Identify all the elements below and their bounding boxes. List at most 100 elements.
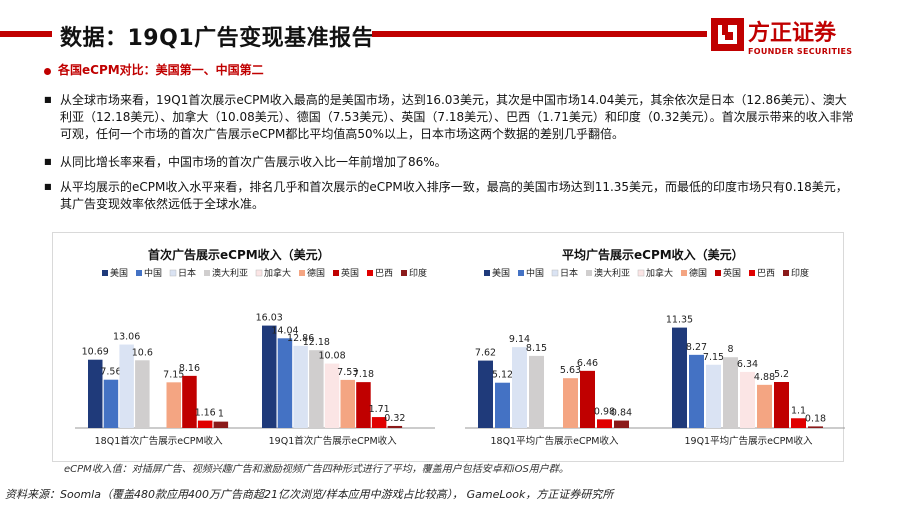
legend-swatch-1-6 bbox=[299, 270, 305, 276]
footnote: eCPM收入值：对插屏广告、视频兴趣广告和激励视频广告四种形式进行了平均，覆盖用… bbox=[64, 464, 569, 475]
bar-1-1-6 bbox=[166, 382, 181, 428]
legend-swatch-2-5 bbox=[637, 269, 645, 277]
legend-label-2-6: 德国 bbox=[689, 267, 707, 279]
bar-value-label-1-1-2: 7.56 bbox=[100, 367, 121, 378]
legend-swatch-1-7 bbox=[333, 270, 339, 276]
bar-2-2-6 bbox=[757, 384, 772, 428]
legend-label-2-7: 英国 bbox=[723, 267, 741, 279]
bar-value-label-2-1-4: 8.15 bbox=[526, 343, 547, 354]
bar-value-label-2-2-8: 1.1 bbox=[791, 405, 806, 416]
bar-2-1-7 bbox=[580, 370, 595, 428]
bar-1-1-4 bbox=[135, 360, 150, 428]
bar-value-label-1-2-2: 14.04 bbox=[271, 325, 298, 336]
bar-2-1-3 bbox=[512, 347, 527, 428]
bar-1-2-4 bbox=[309, 350, 324, 428]
bar-2-2-7 bbox=[774, 382, 789, 428]
legend-swatch-2-1 bbox=[484, 270, 490, 276]
source-note: 资料来源：Soomla（覆盖480款应用400万广告商超21亿次浏览/样本应用中… bbox=[5, 488, 614, 501]
bar-1-2-6 bbox=[340, 379, 355, 428]
legend-swatch-1-3 bbox=[169, 269, 177, 277]
bar-2-1-8 bbox=[597, 419, 612, 428]
chart-2-title: 平均广告展示eCPM收入（美元） bbox=[562, 248, 744, 262]
logo-text-en: FOUNDER SECURITIES bbox=[748, 47, 853, 56]
legend-swatch-1-2 bbox=[136, 270, 142, 276]
legend-swatch-2-8 bbox=[749, 270, 755, 276]
legend-label-2-1: 美国 bbox=[492, 267, 510, 279]
bar-2-2-4 bbox=[723, 357, 738, 428]
bar-value-label-1-1-3: 13.06 bbox=[113, 332, 140, 343]
paragraph-3: 从平均展示的eCPM收入水平来看，排名几乎和首次展示的eCPM收入排序一致，最高… bbox=[60, 180, 848, 211]
paragraph-1: 从全球市场来看，19Q1首次展示eCPM收入最高的是美国市场，达到16.03美元… bbox=[60, 93, 854, 141]
legend-label-2-9: 印度 bbox=[791, 267, 809, 279]
legend-swatch-2-6 bbox=[681, 270, 687, 276]
bar-value-label-1-1-1: 10.69 bbox=[82, 347, 109, 358]
legend-swatch-2-9 bbox=[783, 270, 789, 276]
square-bullet-icon: ■ bbox=[44, 95, 52, 104]
x-tick-label-1-1: 18Q1首次广告展示eCPM收入 bbox=[95, 435, 224, 447]
legend-label-1-9: 印度 bbox=[409, 267, 427, 279]
bar-2-1-2 bbox=[495, 382, 510, 428]
bar-value-label-1-1-4: 10.6 bbox=[132, 347, 153, 358]
chart-frame bbox=[52, 232, 844, 462]
legend-label-1-8: 巴西 bbox=[375, 268, 393, 279]
legend-swatch-1-4 bbox=[204, 270, 210, 276]
bar-value-label-2-1-2: 5.12 bbox=[492, 370, 513, 381]
bar-1-1-2 bbox=[103, 379, 119, 428]
title-accent-bar-right bbox=[372, 31, 707, 37]
bar-value-label-2-2-1: 11.35 bbox=[666, 315, 693, 326]
bar-1-2-7 bbox=[356, 382, 371, 428]
bar-value-label-1-2-8: 1.71 bbox=[369, 404, 390, 415]
x-tick-label-1-2: 19Q1首次广告展示eCPM收入 bbox=[269, 435, 398, 447]
title-accent-bar-left bbox=[0, 31, 52, 37]
legend-label-1-3: 日本 bbox=[178, 267, 196, 279]
bar-value-label-2-2-9: 0.18 bbox=[805, 413, 826, 424]
legend-swatch-1-8 bbox=[367, 270, 373, 276]
bar-2-2-2 bbox=[689, 354, 704, 428]
bar-1-2-9 bbox=[387, 425, 403, 428]
x-tick-label-2-2: 19Q1平均广告展示eCPM收入 bbox=[684, 435, 813, 447]
bar-2-1-9 bbox=[614, 420, 629, 428]
x-tick-label-2-1: 18Q1平均广告展示eCPM收入 bbox=[490, 435, 619, 447]
bar-value-label-1-2-6: 7.53 bbox=[337, 367, 358, 378]
bar-value-label-1-1-7: 8.16 bbox=[179, 363, 200, 374]
bar-1-1-9 bbox=[213, 421, 229, 428]
bar-1-1-1 bbox=[88, 359, 103, 428]
legend-label-2-5: 加拿大 bbox=[646, 267, 673, 279]
legend-swatch-1-9 bbox=[401, 270, 407, 276]
paragraph-2: 从同比增长率来看，中国市场的首次广告展示收入比一年前增加了86%。 bbox=[60, 155, 447, 169]
bar-value-label-1-2-7: 7.18 bbox=[353, 369, 374, 380]
section-subtitle: 各国eCPM对比：美国第一、中国第二 bbox=[58, 63, 264, 77]
page-title: 数据：19Q1广告变现基准报告 bbox=[60, 26, 375, 51]
bar-value-label-2-2-3: 7.15 bbox=[703, 352, 724, 363]
bar-2-1-1 bbox=[478, 360, 493, 428]
legend-label-1-6: 德国 bbox=[307, 267, 325, 279]
legend-label-2-2: 中国 bbox=[526, 267, 544, 279]
chart-1-title: 首次广告展示eCPM收入（美元） bbox=[148, 248, 330, 262]
bar-value-label-1-2-9: 0.32 bbox=[384, 413, 405, 424]
bar-value-label-1-1-6: 7.15 bbox=[163, 369, 184, 380]
legend-label-2-8: 巴西 bbox=[757, 268, 775, 279]
bar-1-2-5 bbox=[324, 363, 340, 428]
bar-value-label-2-2-5: 6.34 bbox=[737, 359, 758, 370]
bar-value-label-2-2-7: 5.2 bbox=[774, 369, 789, 380]
legend-label-2-3: 日本 bbox=[560, 267, 578, 279]
bar-1-2-3 bbox=[293, 345, 308, 428]
founder-logo-icon bbox=[711, 18, 744, 51]
bar-1-2-1 bbox=[262, 325, 277, 428]
legend-swatch-1-5 bbox=[255, 269, 263, 277]
bar-2-1-4 bbox=[529, 355, 544, 428]
bar-2-2-9 bbox=[808, 426, 823, 428]
bar-2-2-1 bbox=[672, 327, 687, 428]
bar-value-label-1-1-9: 1 bbox=[218, 409, 224, 420]
bar-2-2-3 bbox=[706, 364, 721, 428]
logo-text-cn: 方正证券 bbox=[748, 21, 837, 46]
bar-value-label-1-1-8: 1.16 bbox=[195, 408, 216, 419]
legend-label-2-4: 澳大利亚 bbox=[594, 267, 630, 279]
legend-label-1-2: 中国 bbox=[144, 267, 162, 279]
legend-label-1-1: 美国 bbox=[110, 267, 128, 279]
bar-2-1-6 bbox=[563, 378, 578, 428]
bar-value-label-2-1-9: 0.84 bbox=[611, 408, 632, 419]
legend-swatch-2-4 bbox=[586, 270, 592, 276]
subtitle-bullet-icon bbox=[44, 68, 51, 75]
